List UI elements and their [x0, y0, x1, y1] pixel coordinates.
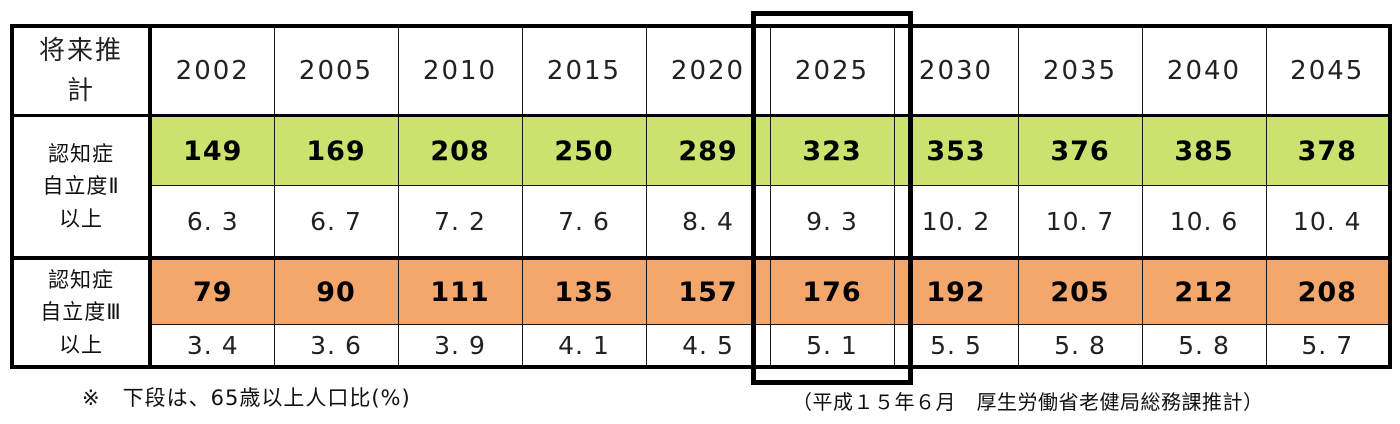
highlight-box-2025 [751, 11, 913, 385]
count-cell: 378 [1265, 115, 1391, 186]
percent-cell: 5. 1 [769, 324, 895, 368]
percent-cell: 4. 1 [521, 324, 647, 368]
header-row: 将来推 計 2002 2005 2010 2015 2020 2025 2030 2035 20… [11, 25, 1391, 117]
percent-cell: 3. 4 [149, 324, 275, 368]
count-cell: 135 [521, 256, 647, 325]
projection-table: 将来推 計 2002 2005 2010 2015 2020 2025 2030 2035 20… [10, 24, 1392, 369]
group2-percent-row: 3. 4 3. 6 3. 9 4. 1 4. 5 5. 1 5. 5 5. 8 5. 8 5. 7 [12, 324, 1391, 368]
count-cell: 385 [1141, 115, 1267, 186]
group2-count-row: 認知症 自立度Ⅲ 以上 79 90 111 135 157 176 192 205 212 208 [11, 256, 1391, 368]
percent-cell: 8. 4 [645, 185, 771, 259]
count-cell: 90 [273, 256, 399, 325]
year-header-2045: 2045 [1265, 25, 1391, 117]
count-cell: 353 [893, 115, 1019, 186]
year-header-2010: 2010 [397, 25, 523, 117]
year-header-2015: 2015 [521, 25, 647, 117]
percent-cell: 4. 5 [645, 324, 771, 368]
percent-cell: 5. 7 [1265, 324, 1391, 368]
count-cell: 323 [769, 115, 895, 186]
percent-cell: 3. 9 [397, 324, 523, 368]
percent-cell: 5. 8 [1017, 324, 1143, 368]
percent-cell: 3. 6 [273, 324, 399, 368]
count-cell: 208 [1265, 256, 1391, 325]
count-cell: 79 [149, 256, 275, 325]
year-header-2040: 2040 [1141, 25, 1267, 117]
year-header-2025: 2025 [769, 25, 895, 117]
group2-label: 認知症 自立度Ⅲ 以上 [11, 256, 152, 368]
count-cell: 176 [769, 256, 895, 325]
count-cell: 111 [397, 256, 523, 325]
percent-cell: 5. 5 [893, 324, 1019, 368]
percent-cell: 7. 6 [521, 185, 647, 259]
year-header-2020: 2020 [645, 25, 771, 117]
count-cell: 376 [1017, 115, 1143, 186]
count-cell: 289 [645, 115, 771, 186]
year-header-2030: 2030 [893, 25, 1019, 117]
count-cell: 157 [645, 256, 771, 325]
count-cell: 169 [273, 115, 399, 186]
percent-cell: 7. 2 [397, 185, 523, 259]
percent-cell: 10. 7 [1017, 185, 1143, 259]
count-cell: 212 [1141, 256, 1267, 325]
year-header-2005: 2005 [273, 25, 399, 117]
footnote-lower-row-note: ※ 下段は、65歳以上人口比(%) [82, 386, 411, 410]
corner-header: 将来推 計 [11, 25, 152, 117]
footnote-source-note: （平成１５年６月 厚生労働省老健局総務課推計） [792, 390, 1264, 414]
percent-cell: 10. 2 [893, 185, 1019, 259]
count-cell: 192 [893, 256, 1019, 325]
count-cell: 205 [1017, 256, 1143, 325]
percent-cell: 5. 8 [1141, 324, 1267, 368]
percent-cell: 10. 6 [1141, 185, 1267, 259]
count-cell: 250 [521, 115, 647, 186]
percent-cell: 6. 7 [273, 185, 399, 259]
year-header-2002: 2002 [149, 25, 275, 117]
group1-count-row: 認知症 自立度Ⅱ 以上 149 169 208 250 289 323 353 376 385 3… [11, 115, 1391, 259]
percent-cell: 10. 4 [1265, 185, 1391, 259]
percent-cell: 6. 3 [149, 185, 275, 259]
group1-label: 認知症 自立度Ⅱ 以上 [11, 115, 152, 259]
year-header-2035: 2035 [1017, 25, 1143, 117]
count-cell: 208 [397, 115, 523, 186]
count-cell: 149 [149, 115, 275, 186]
